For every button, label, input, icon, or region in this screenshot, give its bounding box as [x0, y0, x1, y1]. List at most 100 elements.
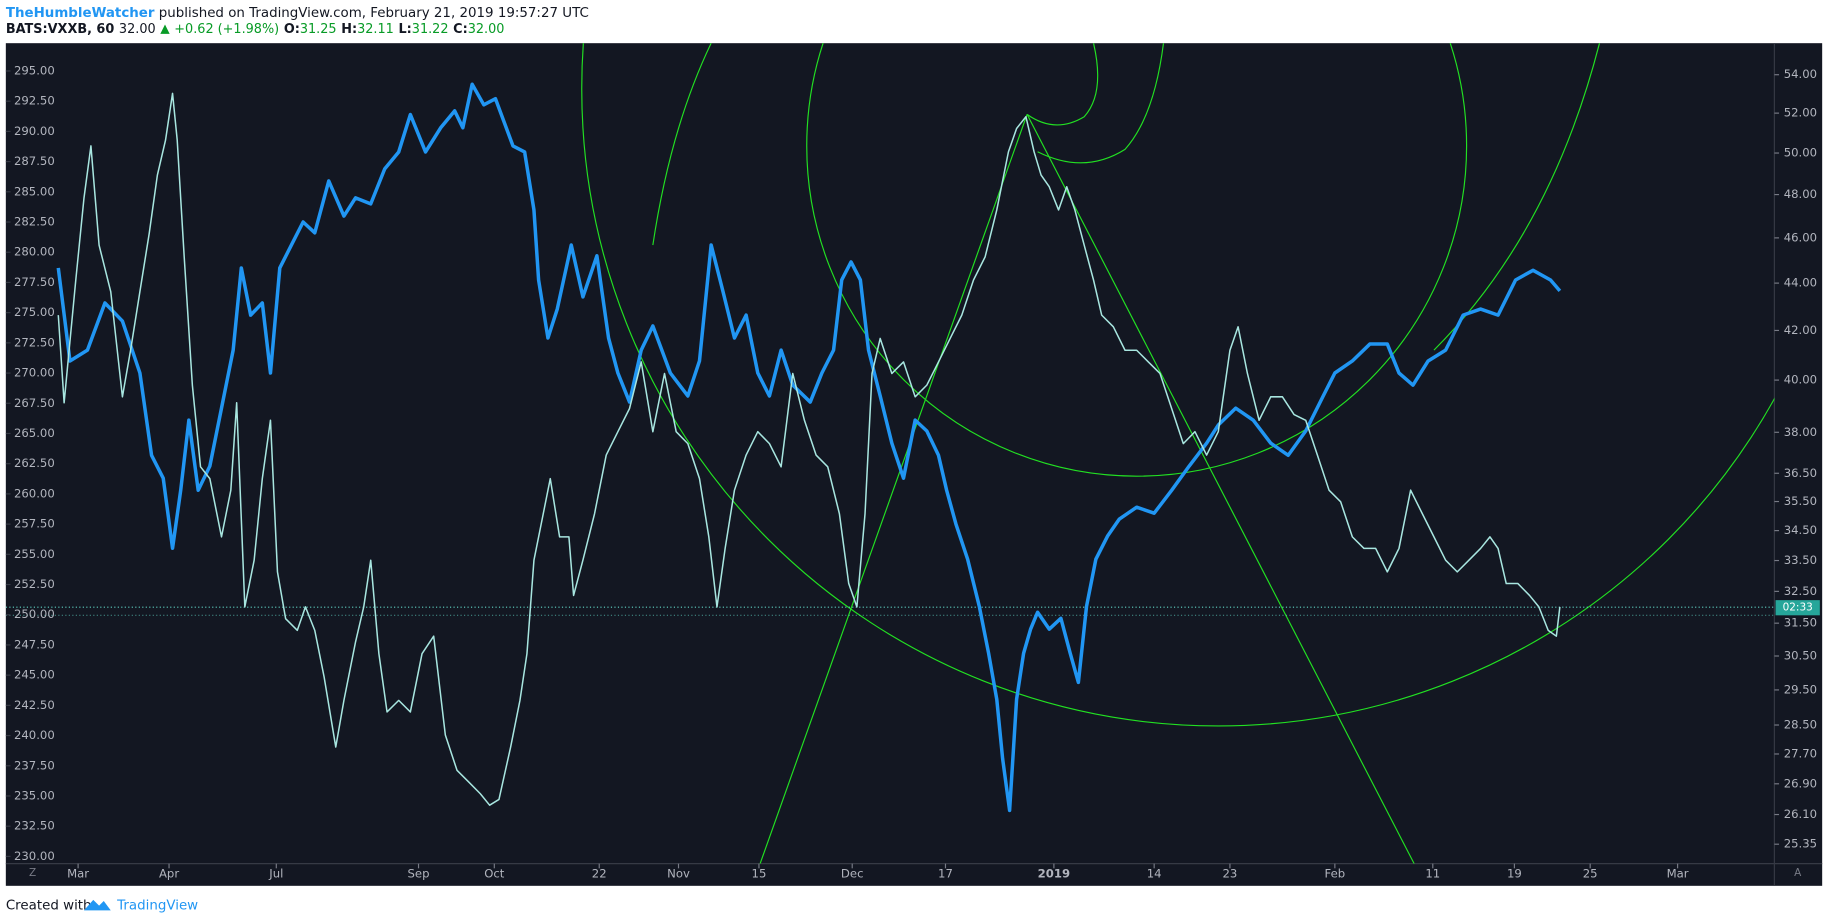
scale-button[interactable]: A [1794, 867, 1802, 879]
brand[interactable]: TradingView [116, 899, 198, 914]
y-tick-label: 295.00 [14, 63, 55, 77]
c: 32.00 [468, 22, 505, 37]
drawings [581, 43, 1775, 864]
fib-arc [806, 43, 1468, 477]
y-tick-label: 262.50 [14, 456, 55, 470]
x-tick-label: 14 [1147, 867, 1162, 881]
y-tick-label: 235.00 [14, 788, 55, 802]
price-tag-bg [1775, 600, 1820, 616]
legend-line: BATS:VXXB, 60 32.00 +0.62 (+1.98%) O:31.25 H… [6, 22, 505, 37]
x-tick-label: Mar [1667, 867, 1689, 881]
h: 32.11 [357, 22, 394, 37]
y-tick-label: 265.00 [14, 426, 55, 440]
y2-tick-label: 44.00 [1784, 276, 1817, 290]
series-line [57, 92, 1561, 806]
x-tick-label: Dec [841, 867, 864, 881]
x-tick-label: 25 [1583, 867, 1598, 881]
last: 32.00 [119, 22, 156, 37]
y2-tick-label: 32.50 [1784, 584, 1817, 598]
trend-line [759, 114, 1028, 864]
x-tick-label: 22 [592, 867, 607, 881]
y2-tick-label: 28.50 [1784, 718, 1817, 732]
fib-arc [1037, 43, 1165, 164]
x-tick-label: 15 [752, 867, 767, 881]
y-tick-label: 292.50 [14, 94, 55, 108]
x-tick-label: Jul [268, 867, 283, 881]
o-label: O: [284, 22, 300, 37]
trend-line [1026, 114, 1415, 864]
y2-tick-label: 34.50 [1784, 523, 1817, 537]
l: 31.22 [412, 22, 449, 37]
y-tick-label: 252.50 [14, 577, 55, 591]
y2-tick-label: 38.00 [1784, 425, 1817, 439]
x-tick-label: Apr [159, 867, 179, 881]
series-line [56, 82, 1562, 813]
y2-tick-label: 46.00 [1784, 230, 1817, 244]
x-tick-label: Oct [484, 867, 505, 881]
scale-button[interactable]: Z [29, 867, 36, 879]
fib-arc [1026, 43, 1099, 126]
c-label: C: [453, 22, 468, 37]
x-tick-label: Feb [1325, 867, 1346, 881]
y-tick-label: 285.00 [14, 184, 55, 198]
y2-tick-label: 31.50 [1784, 616, 1817, 630]
o: 31.25 [300, 22, 337, 37]
up-arrow [160, 24, 170, 34]
y-tick-label: 232.50 [14, 819, 55, 833]
y-tick-label: 270.00 [14, 366, 55, 380]
y2-tick-label: 40.00 [1784, 373, 1817, 387]
fib-arc [581, 43, 1775, 727]
y2-tick-label: 25.35 [1784, 837, 1817, 851]
published: published on TradingView.com, February 2… [155, 6, 589, 21]
y2-tick-label: 48.00 [1784, 187, 1817, 201]
y-tick-label: 260.00 [14, 486, 55, 500]
y-tick-label: 282.50 [14, 215, 55, 229]
footer: Created with TradingView [6, 899, 198, 914]
x-tick-label: 23 [1223, 867, 1238, 881]
x-tick-label: 11 [1425, 867, 1440, 881]
y2-tick-label: 36.50 [1784, 466, 1817, 480]
y2-tick-label: 35.50 [1784, 494, 1817, 508]
y2-tick-label: 26.10 [1784, 807, 1817, 821]
y-tick-label: 277.50 [14, 275, 55, 289]
y2-tick-label: 52.00 [1784, 106, 1817, 120]
y2-tick-label: 27.70 [1784, 746, 1817, 760]
y-tick-label: 275.00 [14, 305, 55, 319]
chart-bg [5, 43, 1823, 886]
y2-tick-label: 29.50 [1784, 682, 1817, 696]
y-tick-label: 290.00 [14, 124, 55, 138]
change: +0.62 (+1.98%) [174, 22, 279, 37]
brand-logo [83, 899, 111, 911]
price-tag: 02:33 [1783, 602, 1813, 614]
created: Created with [6, 899, 92, 914]
y-tick-label: 242.50 [14, 698, 55, 712]
publish-line: TheHumbleWatcher published on TradingVie… [6, 6, 589, 21]
y2-tick-label: 30.50 [1784, 648, 1817, 662]
y-tick-label: 247.50 [14, 637, 55, 651]
fib-arc [652, 43, 712, 246]
author[interactable]: TheHumbleWatcher [6, 6, 155, 21]
y-tick-label: 237.50 [14, 758, 55, 772]
h-label: H: [341, 22, 357, 37]
y-tick-label: 255.00 [14, 547, 55, 561]
y-tick-label: 257.50 [14, 517, 55, 531]
x-tick-label: 17 [938, 867, 953, 881]
y-tick-label: 287.50 [14, 154, 55, 168]
x-tick-label: Nov [667, 867, 690, 881]
y-tick-label: 280.00 [14, 245, 55, 259]
y2-tick-label: 50.00 [1784, 146, 1817, 160]
y-tick-label: 240.00 [14, 728, 55, 742]
y-tick-label: 230.00 [14, 849, 55, 863]
x-tick-label: 2019 [1038, 867, 1070, 881]
y2-tick-label: 42.00 [1784, 323, 1817, 337]
x-tick-label: 19 [1507, 867, 1522, 881]
y2-tick-label: 26.90 [1784, 776, 1817, 790]
y-tick-label: 250.00 [14, 607, 55, 621]
y-tick-label: 272.50 [14, 335, 55, 349]
l-label: L: [398, 22, 411, 37]
y-tick-label: 245.00 [14, 668, 55, 682]
x-tick-label: Sep [408, 867, 430, 881]
y-tick-label: 267.50 [14, 396, 55, 410]
